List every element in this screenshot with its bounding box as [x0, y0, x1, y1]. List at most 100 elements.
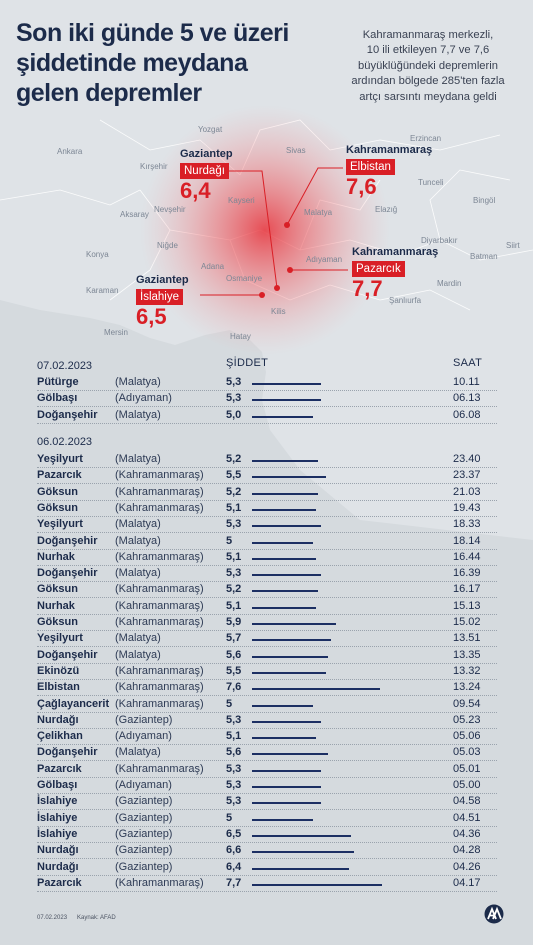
magnitude-label: 5,5 [226, 664, 242, 677]
province-label: (Malatya) [115, 518, 161, 531]
province-label: (Malatya) [115, 632, 161, 645]
province-label: (Adıyaman) [115, 779, 172, 791]
quake-label-nurdagi: Gaziantep Nurdağı 6,4 [180, 148, 233, 203]
district-label: Pazarcık [37, 876, 82, 889]
district-label: Doğanşehir [37, 567, 98, 580]
subtitle: Kahramanmaraş merkezli, 10 ili etkileyen… [330, 28, 526, 105]
magnitude-label: 6,4 [226, 860, 242, 873]
province-label: (Malatya) [115, 746, 161, 759]
time-label: 15.02 [453, 616, 481, 628]
magnitude-bar [252, 383, 321, 385]
table-row: Pazarcık (Kahramanmaraş) 5,5 23.37 [0, 468, 533, 485]
magnitude-label: 5,9 [226, 616, 242, 628]
map-city-label: Malatya [304, 208, 333, 217]
time-label: 05.23 [453, 713, 481, 726]
time-label: 04.28 [453, 844, 481, 857]
quake-city: Gaziantep [180, 148, 233, 160]
table-row: Yeşilyurt (Malatya) 5,7 13.51 [0, 631, 533, 648]
time-label: 04.26 [453, 860, 481, 873]
table-row: Nurdağı (Gaziantep) 6,4 04.26 [0, 860, 533, 876]
magnitude-bar [252, 541, 313, 544]
map-city-label: Erzincan [410, 134, 442, 143]
time-header: SAAT [453, 357, 483, 369]
table-row: İslahiye (Gaziantep) 5 04.51 [0, 811, 533, 827]
magnitude-bar [252, 786, 321, 788]
magnitude-bar [252, 574, 321, 577]
table-row: Gölbaşı (Adıyaman) 5,3 06.13 [0, 391, 533, 408]
province-label: (Kahramanmaraş) [115, 583, 204, 596]
map-city-label: Kırşehir [140, 162, 168, 171]
table-row: Ekinözü (Kahramanmaraş) 5,5 13.32 [0, 664, 533, 680]
map-city-label: Mersin [104, 328, 129, 337]
province-label: (Kahramanmaraş) [115, 501, 204, 514]
row-divider [37, 744, 497, 746]
table-row: Pazarcık (Kahramanmaraş) 7,7 04.17 [0, 876, 533, 892]
subtitle-line: ardından bölgede 285'ten fazla [351, 75, 505, 88]
row-divider [37, 646, 497, 648]
magnitude-bar [252, 508, 316, 511]
map-city-label: Elazığ [375, 205, 398, 214]
province-label: (Kahramanmaraş) [115, 485, 204, 498]
time-label: 15.13 [453, 599, 481, 612]
row-divider [37, 597, 497, 599]
magnitude-label: 5,2 [226, 453, 242, 465]
map-city-label: Adana [201, 262, 225, 271]
district-label: Yeşilyurt [37, 632, 83, 645]
table-row: Nurdağı (Gaziantep) 6,6 04.28 [0, 843, 533, 860]
province-label: (Gaziantep) [115, 827, 173, 840]
district-label: Doğanşehir [37, 746, 98, 759]
map-city-label: Mardin [437, 279, 462, 288]
district-label: Gölbaşı [37, 779, 78, 791]
row-divider [37, 483, 497, 485]
row-divider [37, 793, 497, 794]
map-city-label: Nevşehir [154, 205, 186, 214]
time-label: 23.37 [453, 469, 481, 482]
province-label: (Kahramanmaraş) [115, 469, 204, 482]
map-city-label: Bingöl [473, 196, 496, 205]
time-label: 19.43 [453, 501, 481, 514]
magnitude-label: 5,3 [226, 392, 242, 405]
province-label: (Malatya) [115, 453, 161, 465]
magnitude-bar [252, 818, 313, 821]
province-label: (Gaziantep) [115, 860, 173, 873]
table-row: Göksun (Kahramanmaraş) 5,9 15.02 [0, 615, 533, 631]
magnitude-bar [252, 655, 328, 658]
magnitude-label: 5,3 [226, 567, 242, 580]
section-date: 07.02.2023 [37, 360, 93, 372]
row-divider [37, 532, 497, 534]
province-label: (Kahramanmaraş) [115, 876, 204, 889]
magnitude-label: 6,6 [226, 844, 242, 857]
time-label: 04.58 [453, 795, 481, 808]
quake-city: Kahramanmaraş [346, 144, 433, 156]
row-divider [37, 874, 497, 876]
aa-logo-icon [484, 904, 504, 924]
quake-district-badge: Elbistan [346, 159, 395, 175]
table-row: Çağlayancerit (Kahramanmaraş) 5 09.54 [0, 697, 533, 713]
magnitude-label: 5,2 [226, 583, 242, 596]
province-label: (Malatya) [115, 408, 161, 421]
district-label: Göksun [37, 485, 78, 498]
quake-label-pazarcik: Kahramanmaraş Pazarcık 7,7 [352, 246, 438, 301]
district-label: Çağlayancerit [37, 697, 110, 710]
district-label: Gölbaşı [37, 392, 78, 405]
row-divider [37, 630, 497, 631]
district-label: Yeşilyurt [37, 453, 83, 465]
table-row: Nurhak (Kahramanmaraş) 5,1 16.44 [0, 550, 533, 566]
magnitude-bar [252, 492, 318, 495]
table-row: Göksun (Kahramanmaraş) 5,1 19.43 [0, 501, 533, 517]
time-label: 18.14 [453, 534, 481, 547]
magnitude-label: 5,6 [226, 746, 242, 759]
district-label: Çelikhan [37, 730, 83, 743]
district-label: Pütürge [37, 376, 79, 388]
row-divider [37, 678, 497, 680]
row-divider [37, 776, 497, 778]
row-divider [37, 809, 497, 811]
table-row: Doğanşehir (Malatya) 5,6 05.03 [0, 745, 533, 762]
district-label: İslahiye [37, 811, 78, 824]
magnitude-bar [252, 867, 349, 870]
district-label: Doğanşehir [37, 648, 98, 661]
map-city-label: Hatay [230, 332, 251, 341]
magnitude-bar [252, 415, 313, 418]
district-label: Pazarcık [37, 469, 82, 482]
magnitude-label: 5,3 [226, 518, 242, 531]
